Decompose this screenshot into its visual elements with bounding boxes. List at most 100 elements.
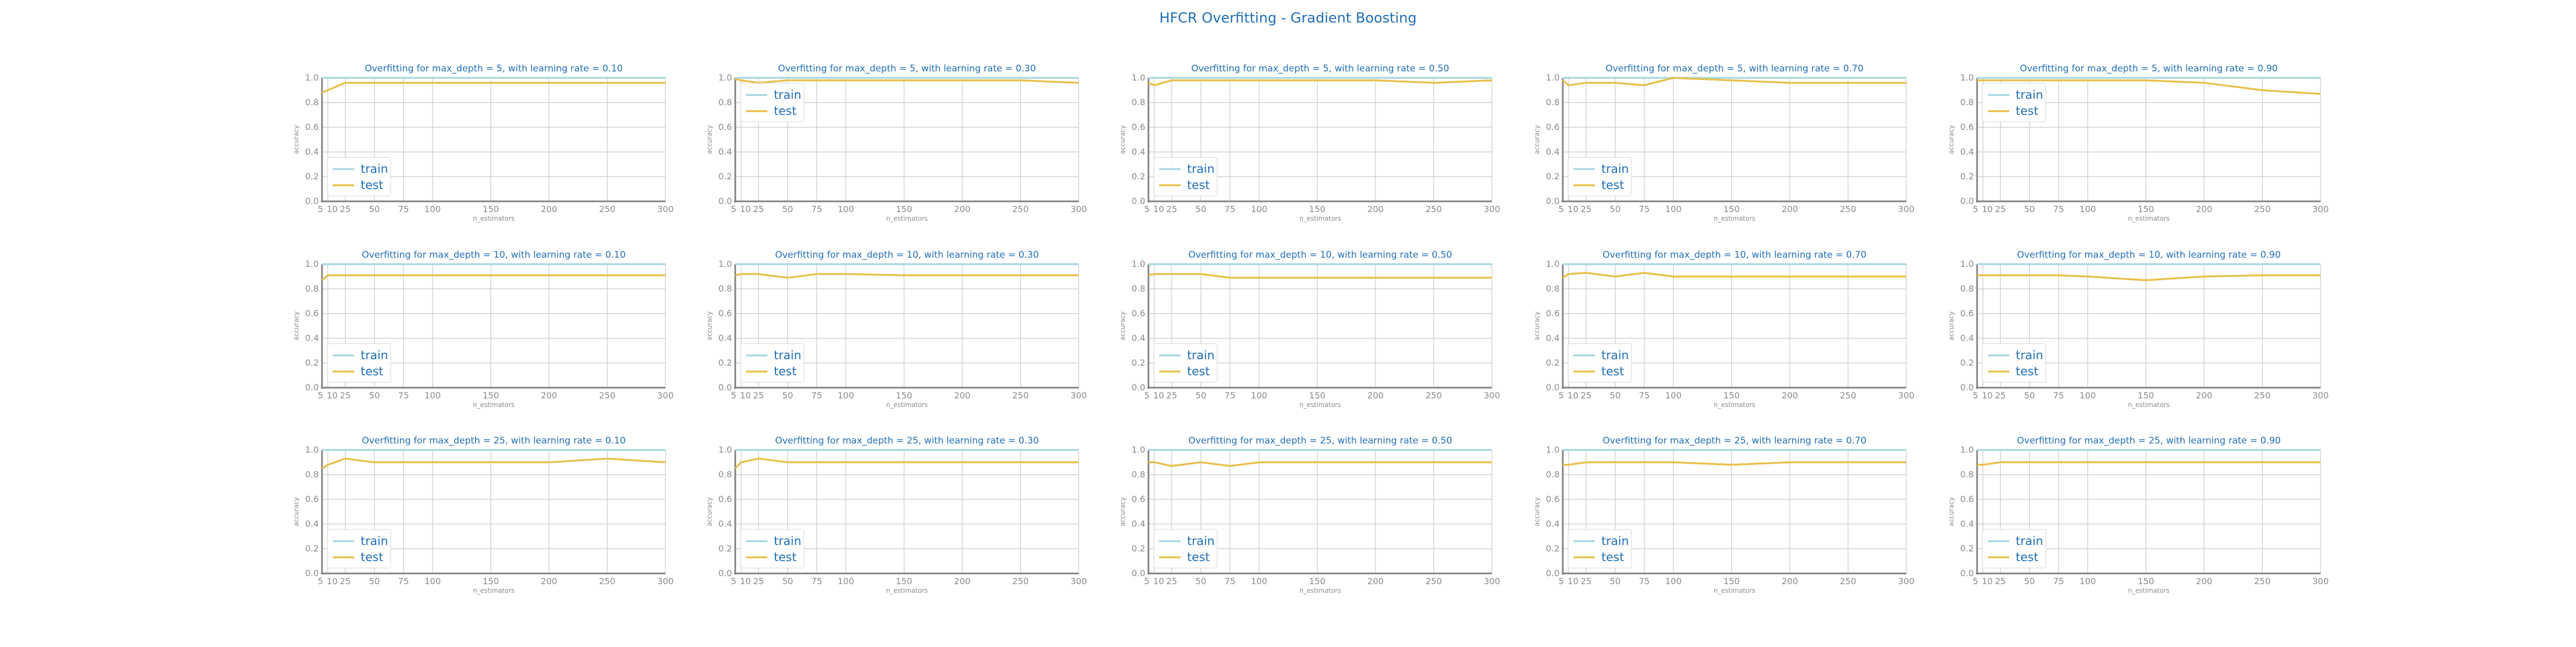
x-tick-label: 10	[327, 204, 338, 214]
y-tick-label: 0.8	[1546, 469, 1560, 479]
x-tick-label: 200	[2196, 390, 2213, 401]
y-axis-label: accuracy	[706, 497, 713, 526]
x-tick-label: 100	[2080, 576, 2096, 586]
x-tick-label: 25	[1166, 204, 1177, 214]
x-tick-label: 300	[1898, 576, 1915, 586]
x-tick-label: 25	[340, 576, 350, 586]
figure-title: HFCR Overfitting - Gradient Boosting	[1159, 10, 1416, 26]
x-tick-label: 10	[740, 576, 751, 586]
x-tick-label: 300	[1484, 390, 1501, 401]
legend-label-test: test	[361, 551, 384, 564]
x-tick-label: 300	[1484, 204, 1501, 214]
y-axis-label: accuracy	[1533, 497, 1541, 526]
y-axis-label: accuracy	[1948, 311, 1955, 340]
x-tick-label: 10	[1568, 390, 1578, 401]
legend-label-test: test	[774, 365, 797, 379]
x-tick-label: 200	[2196, 204, 2213, 214]
y-tick-label: 0.4	[1132, 147, 1145, 157]
y-tick-label: 0.2	[305, 358, 319, 368]
y-tick-label: 0.4	[305, 333, 319, 343]
x-tick-label: 250	[2254, 576, 2271, 586]
x-tick-label: 150	[1723, 204, 1740, 214]
y-tick-label: 1.0	[305, 445, 319, 455]
x-tick-label: 5	[318, 204, 323, 214]
x-tick-label: 200	[1782, 576, 1798, 586]
x-tick-label: 200	[1367, 204, 1384, 214]
y-tick-label: 0.0	[1546, 196, 1560, 206]
x-tick-label: 5	[1144, 576, 1150, 586]
y-tick-label: 0.0	[1960, 568, 1974, 578]
x-tick-label: 250	[1012, 576, 1029, 586]
subplot-title: Overfitting for max_depth = 5, with lear…	[1191, 63, 1450, 74]
x-tick-label: 150	[2138, 576, 2154, 586]
x-tick-label: 200	[541, 576, 558, 586]
x-axis-label: n_estimators	[1714, 215, 1755, 222]
x-axis-label: n_estimators	[886, 587, 928, 594]
x-tick-label: 25	[1995, 576, 2006, 586]
y-tick-label: 0.4	[1960, 147, 1974, 157]
subplot-title: Overfitting for max_depth = 25, with lea…	[1188, 435, 1452, 446]
x-axis-label: n_estimators	[2128, 401, 2170, 409]
y-tick-label: 0.2	[1960, 543, 1974, 554]
y-tick-label: 0.8	[719, 283, 732, 294]
y-axis-label: accuracy	[1948, 497, 1955, 526]
x-tick-label: 150	[2138, 390, 2154, 401]
x-tick-label: 10	[1568, 204, 1578, 214]
x-axis-label: n_estimators	[1299, 587, 1341, 594]
x-tick-label: 250	[1840, 204, 1856, 214]
x-tick-label: 50	[1195, 204, 1206, 214]
y-tick-label: 0.6	[719, 494, 732, 504]
x-tick-label: 75	[1225, 204, 1235, 214]
y-tick-label: 1.0	[1546, 259, 1560, 269]
y-tick-label: 0.8	[719, 97, 732, 107]
x-tick-label: 200	[1367, 576, 1384, 586]
x-tick-label: 50	[369, 204, 379, 214]
x-tick-label: 75	[811, 204, 822, 214]
y-tick-label: 0.6	[719, 122, 732, 132]
y-axis-label: accuracy	[1119, 311, 1126, 340]
x-tick-label: 50	[2024, 576, 2035, 586]
legend-label-train: train	[2016, 535, 2043, 548]
x-tick-label: 150	[896, 390, 912, 401]
subplot-title: Overfitting for max_depth = 25, with lea…	[362, 435, 626, 446]
x-tick-label: 250	[1840, 390, 1856, 401]
x-tick-label: 200	[541, 390, 558, 401]
x-tick-label: 150	[482, 576, 499, 586]
y-tick-label: 0.6	[1546, 122, 1560, 132]
y-tick-label: 0.8	[305, 469, 319, 479]
x-tick-label: 5	[731, 576, 736, 586]
x-tick-label: 5	[1558, 576, 1564, 586]
legend-label-train: train	[361, 163, 388, 176]
x-tick-label: 250	[2254, 390, 2271, 401]
x-tick-label: 300	[1898, 390, 1915, 401]
y-tick-label: 1.0	[1132, 72, 1145, 83]
y-tick-label: 1.0	[719, 259, 732, 269]
x-axis-label: n_estimators	[1299, 215, 1341, 222]
y-tick-label: 0.4	[719, 333, 732, 343]
x-tick-label: 25	[753, 576, 764, 586]
y-tick-label: 0.2	[719, 358, 732, 368]
legend-label-train: train	[774, 89, 801, 102]
y-tick-label: 0.4	[1546, 519, 1560, 529]
y-axis-label: accuracy	[1533, 311, 1541, 340]
x-tick-label: 75	[398, 576, 409, 586]
y-tick-label: 0.0	[1960, 196, 1974, 206]
subplot-title: Overfitting for max_depth = 5, with lear…	[778, 63, 1036, 74]
x-tick-label: 150	[482, 204, 499, 214]
legend-label-test: test	[1601, 365, 1624, 379]
y-tick-label: 0.4	[1546, 147, 1560, 157]
y-tick-label: 1.0	[1546, 72, 1560, 83]
x-tick-label: 250	[1425, 576, 1442, 586]
y-tick-label: 0.2	[1546, 543, 1560, 554]
y-tick-label: 0.8	[1132, 283, 1145, 294]
y-tick-label: 0.8	[1960, 469, 1974, 479]
x-tick-label: 75	[398, 204, 409, 214]
x-tick-label: 5	[731, 390, 736, 401]
x-tick-label: 10	[327, 576, 338, 586]
x-tick-label: 200	[954, 204, 971, 214]
legend-label-test: test	[1187, 551, 1210, 564]
